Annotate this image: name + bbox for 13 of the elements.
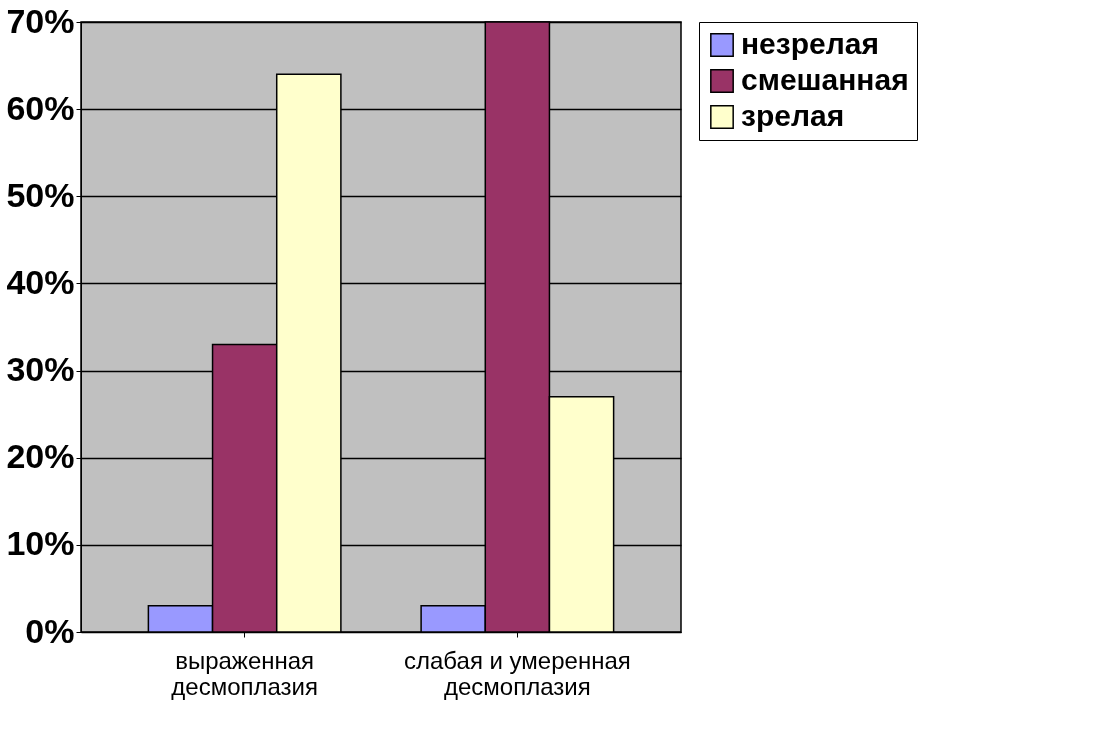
x-tick-label: слабая и умеренная десмоплазия [403,646,631,700]
y-tick-label: 30% [6,350,75,389]
y-tick-label: 40% [6,262,75,301]
y-tick-label: 10% [6,524,75,563]
y-tick-label: 60% [6,88,75,127]
y-tick-label: 50% [6,175,75,214]
y-tick-label: 0% [25,611,75,650]
legend-label: смешанная [741,63,909,96]
x-tick-label: выраженная десмоплазия [171,646,318,700]
y-tick-label: 70% [6,1,75,40]
legend-label: зрелая [741,99,845,132]
y-tick-label: 20% [6,437,75,476]
legend-label: незрелая [741,27,879,60]
